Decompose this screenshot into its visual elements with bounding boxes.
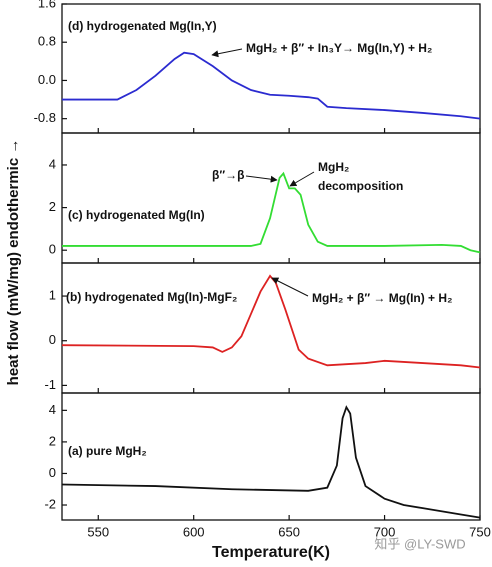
y-axis-label: heat flow (mW/mg) endothermic → <box>5 139 22 386</box>
annotation: MgH₂ <box>318 160 349 174</box>
x-axis-label: Temperature(K) <box>212 544 330 561</box>
y-tick-label: 0 <box>49 242 56 257</box>
watermark: 知乎 @LY-SWD <box>374 536 465 551</box>
panel-label: (d) hydrogenated Mg(In,Y) <box>68 19 217 33</box>
annotation-arrow <box>245 175 278 183</box>
annotation-arrow <box>211 48 243 58</box>
annotation: decomposition <box>318 179 403 193</box>
y-tick-label: 1.6 <box>38 0 56 10</box>
annotation: MgH₂ + β″ + In₃Y→ Mg(In,Y) + H₂ <box>246 41 432 55</box>
y-tick-label: -1 <box>44 377 56 392</box>
annotation-arrow <box>271 277 309 297</box>
x-tick-label: 600 <box>183 524 205 539</box>
y-tick-label: 4 <box>49 156 56 171</box>
y-tick-label: 4 <box>49 402 56 417</box>
panel-frame <box>61 132 481 264</box>
x-tick-label: 700 <box>374 524 396 539</box>
data-line <box>62 51 481 120</box>
y-tick-label: 2 <box>49 433 56 448</box>
y-tick-label: 2 <box>49 199 56 214</box>
x-tick-label: 550 <box>87 524 109 539</box>
x-tick-label: 750 <box>469 524 491 539</box>
panel-frame <box>61 392 481 521</box>
y-tick-label: -2 <box>44 496 56 511</box>
y-tick-label: 0 <box>49 465 56 480</box>
y-tick-label: -0.8 <box>34 110 56 125</box>
panel-label: (c) hydrogenated Mg(In) <box>68 208 205 222</box>
annotation: MgH₂ + β″ → Mg(In) + H₂ <box>312 291 452 305</box>
annotation: β″→β <box>212 168 244 182</box>
panel-frame <box>61 262 481 394</box>
y-tick-label: 0 <box>49 332 56 347</box>
y-tick-label: 0.0 <box>38 72 56 87</box>
data-line <box>61 405 481 519</box>
y-tick-label: 1 <box>49 287 56 302</box>
x-tick-label: 650 <box>278 524 300 539</box>
panel-label: (b) hydrogenated Mg(In)-MgF₂ <box>66 290 237 304</box>
annotation-arrow <box>289 171 315 187</box>
data-line <box>62 171 481 254</box>
y-tick-label: 0.8 <box>38 34 56 49</box>
panel-label: (a) pure MgH₂ <box>68 444 147 458</box>
